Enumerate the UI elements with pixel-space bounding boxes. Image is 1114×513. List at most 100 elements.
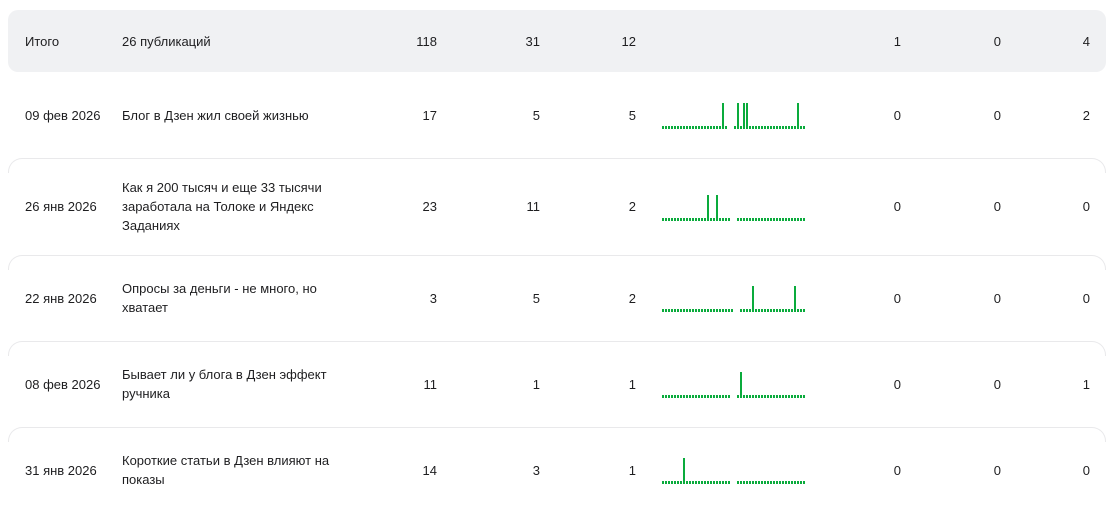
activity-sparkline-chart	[662, 284, 805, 312]
spark-baseline-bar	[767, 395, 769, 398]
summary-metric-3: 12	[621, 33, 636, 49]
spark-baseline-bar	[716, 126, 718, 129]
spark-baseline-bar	[755, 309, 757, 312]
spark-baseline-bar	[692, 395, 694, 398]
spark-baseline-bar	[668, 126, 670, 129]
metric-1: 17	[422, 107, 437, 123]
spark-baseline-bar	[767, 481, 769, 484]
spark-baseline-bar	[770, 481, 772, 484]
publication-title[interactable]: Как я 200 тысяч и еще 33 тысячи заработа…	[122, 180, 322, 233]
spark-baseline-bar	[773, 217, 775, 221]
spark-baseline-bar	[725, 309, 727, 312]
publication-row[interactable]: 31 янв 2026 Короткие статьи в Дзен влияю…	[8, 427, 1106, 513]
publication-date: 08 фев 2026	[25, 376, 101, 392]
spark-baseline-bar	[722, 309, 724, 312]
spark-baseline-bar	[680, 481, 682, 484]
spark-baseline-bar	[770, 126, 772, 129]
metric-4: 0	[893, 376, 901, 392]
spark-baseline-bar	[755, 481, 757, 484]
spark-baseline-bar	[791, 217, 793, 221]
spark-baseline-bar	[782, 309, 784, 312]
spark-baseline-bar	[668, 481, 670, 484]
spark-baseline-bar	[701, 217, 703, 221]
spark-baseline-bar	[698, 126, 700, 129]
spark-baseline-bar	[701, 309, 703, 312]
spark-spike-bar	[740, 372, 742, 398]
publication-title[interactable]: Опросы за деньги - не много, но хватает	[122, 281, 317, 315]
metric-6: 0	[1082, 462, 1090, 478]
spark-spike-bar	[794, 286, 796, 312]
publication-title[interactable]: Блог в Дзен жил своей жизнью	[122, 107, 309, 123]
spark-baseline-bar	[740, 309, 742, 312]
metric-2: 11	[526, 199, 541, 214]
publication-date: 09 фев 2026	[25, 107, 101, 123]
spark-baseline-bar	[740, 126, 742, 129]
spark-baseline-bar	[707, 126, 709, 129]
publication-row[interactable]: 22 янв 2026 Опросы за деньги - не много,…	[8, 255, 1106, 341]
metric-6: 0	[1082, 290, 1090, 306]
spark-baseline-bar	[749, 309, 751, 312]
spark-baseline-bar	[764, 309, 766, 312]
spark-spike-bar	[683, 458, 685, 484]
spark-baseline-bar	[800, 481, 802, 484]
spark-baseline-bar	[719, 481, 721, 484]
activity-sparkline-cell	[636, 193, 805, 221]
spark-baseline-bar	[743, 217, 745, 221]
spark-baseline-bar	[680, 126, 682, 129]
metric-4: 0	[893, 199, 901, 214]
publication-row[interactable]: 26 янв 2026 Как я 200 тысяч и еще 33 тыс…	[8, 158, 1106, 255]
spark-spike-bar	[716, 194, 718, 221]
spark-baseline-bar	[692, 217, 694, 221]
spark-baseline-bar	[785, 481, 787, 484]
spark-baseline-bar	[791, 126, 793, 129]
spark-baseline-bar	[686, 309, 688, 312]
spark-baseline-bar	[668, 309, 670, 312]
spark-baseline-bar	[776, 395, 778, 398]
spark-baseline-bar	[695, 395, 697, 398]
spark-baseline-bar	[800, 395, 802, 398]
spark-baseline-bar	[779, 395, 781, 398]
spark-baseline-bar	[803, 126, 805, 129]
publications-stats-table: Итого 26 публикаций 118 31 12 1 0 4 09 ф…	[8, 10, 1106, 513]
spark-baseline-bar	[689, 126, 691, 129]
spark-baseline-bar	[782, 395, 784, 398]
spark-baseline-bar	[701, 126, 703, 129]
summary-metric-2: 31	[525, 33, 540, 49]
spark-baseline-bar	[716, 309, 718, 312]
spark-baseline-bar	[743, 481, 745, 484]
spark-baseline-bar	[734, 126, 736, 129]
publication-row[interactable]: 08 фев 2026 Бывает ли у блога в Дзен эфф…	[8, 341, 1106, 427]
spark-baseline-bar	[716, 481, 718, 484]
activity-sparkline-cell	[636, 456, 805, 484]
spark-baseline-bar	[668, 217, 670, 221]
spark-baseline-bar	[662, 126, 664, 129]
publication-date: 31 янв 2026	[25, 462, 97, 478]
spark-baseline-bar	[710, 309, 712, 312]
spark-baseline-bar	[716, 395, 718, 398]
publication-title[interactable]: Бывает ли у блога в Дзен эффект ручника	[122, 367, 327, 401]
spark-baseline-bar	[794, 395, 796, 398]
spark-baseline-bar	[788, 217, 790, 221]
spark-baseline-bar	[713, 126, 715, 129]
spark-baseline-bar	[662, 217, 664, 221]
metric-5: 0	[993, 462, 1001, 478]
spark-baseline-bar	[773, 126, 775, 129]
spark-baseline-bar	[791, 309, 793, 312]
activity-sparkline-cell	[636, 284, 805, 312]
spark-baseline-bar	[776, 309, 778, 312]
spark-baseline-bar	[803, 481, 805, 484]
publication-title[interactable]: Короткие статьи в Дзен влияют на показы	[122, 453, 330, 487]
spark-baseline-bar	[680, 217, 682, 221]
spark-baseline-bar	[800, 126, 802, 129]
spark-baseline-bar	[752, 217, 754, 221]
spark-baseline-bar	[758, 395, 760, 398]
spark-baseline-bar	[665, 481, 667, 484]
spark-baseline-bar	[698, 481, 700, 484]
spark-baseline-bar	[779, 126, 781, 129]
spark-baseline-bar	[761, 126, 763, 129]
publication-date: 22 янв 2026	[25, 290, 97, 306]
summary-metric-6: 4	[1082, 33, 1090, 49]
publication-row[interactable]: 09 фев 2026 Блог в Дзен жил своей жизнью…	[8, 72, 1106, 158]
spark-baseline-bar	[794, 481, 796, 484]
spark-spike-bar	[797, 103, 799, 129]
